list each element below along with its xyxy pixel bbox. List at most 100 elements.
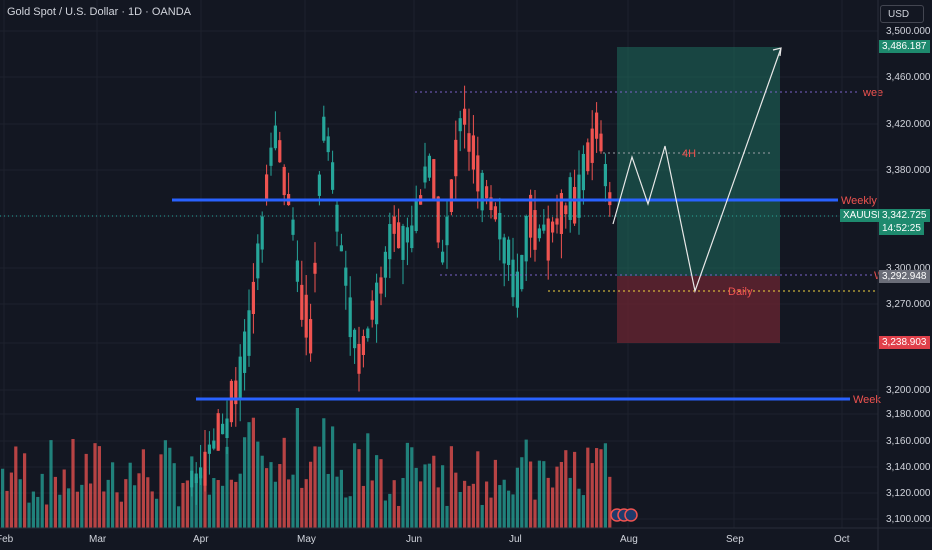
projection-arrowhead xyxy=(772,47,782,57)
volume-bar xyxy=(533,499,537,528)
candle-body xyxy=(282,166,286,196)
volume-bar xyxy=(23,453,27,528)
candle-body xyxy=(559,193,563,234)
volume-bar xyxy=(436,487,440,528)
volume-bar xyxy=(137,473,141,528)
candle-body xyxy=(498,212,502,240)
volume-bar xyxy=(234,481,238,528)
price-axis[interactable]: 3,500.000 3,460.000 3,420.000 3,380.000 3,34… xyxy=(877,0,931,550)
candle-body xyxy=(238,356,242,399)
volume-bar xyxy=(463,480,467,528)
candle-body xyxy=(476,155,480,192)
event-markers[interactable] xyxy=(610,508,638,522)
candle-body xyxy=(260,216,264,250)
candle-body xyxy=(194,473,198,484)
volume-bar xyxy=(313,446,317,528)
volume-bar xyxy=(480,504,484,528)
level-lines[interactable] xyxy=(0,47,878,401)
volume-bar xyxy=(573,451,577,528)
currency-button[interactable]: USD xyxy=(880,5,924,23)
candle-body xyxy=(357,343,361,374)
volume-bar xyxy=(564,450,568,528)
volume-bar xyxy=(282,437,286,528)
volume-bar xyxy=(243,437,247,528)
volume-bar xyxy=(551,487,555,528)
position-zones[interactable] xyxy=(617,47,780,343)
stop-price-tag: 3,238.903 xyxy=(879,336,930,349)
volume-bar xyxy=(454,472,458,528)
volume-bar xyxy=(36,496,40,528)
weekly-low-label: Week xyxy=(853,394,881,406)
candle-body xyxy=(454,139,458,177)
volume-bar xyxy=(225,446,229,528)
volume-bar xyxy=(177,506,181,528)
volume-bar xyxy=(599,449,603,528)
candle-body xyxy=(383,251,387,278)
candle-body xyxy=(529,194,533,238)
volume-bar xyxy=(537,460,541,528)
candle-body xyxy=(520,254,524,290)
candle-body xyxy=(533,210,537,250)
volume-bar xyxy=(520,457,524,528)
weekly-top-label: wee xyxy=(862,87,883,99)
candle-body xyxy=(322,116,326,141)
target-zone[interactable] xyxy=(617,47,780,276)
candle-body xyxy=(335,204,339,232)
volume-bar xyxy=(476,451,480,528)
daily-label: Daily xyxy=(728,286,753,298)
volume-bar xyxy=(471,483,475,528)
volume-bar xyxy=(603,443,607,528)
volume-bar xyxy=(221,485,225,528)
candle-body xyxy=(471,135,475,170)
volume-bar xyxy=(212,478,216,528)
time-tick-label: May xyxy=(297,534,316,545)
volume-bar xyxy=(507,490,511,528)
time-axis[interactable]: Feb Mar Apr May Jun Jul Aug Sep Oct xyxy=(0,527,932,545)
event-flag-icon[interactable] xyxy=(624,508,638,522)
volume-bar xyxy=(14,446,18,528)
volume-bar xyxy=(370,480,374,528)
candle-body xyxy=(463,108,467,125)
volume-bar xyxy=(287,479,291,528)
price-tick-label: 3,120.000 xyxy=(886,488,931,499)
candle-body xyxy=(388,224,392,260)
volume-bar xyxy=(295,408,299,528)
volume-bar xyxy=(586,447,590,528)
volume-bar xyxy=(58,494,62,528)
volume-bar xyxy=(515,467,519,528)
volume-bar xyxy=(53,476,57,528)
candle-body xyxy=(326,136,330,153)
volume-bar xyxy=(449,446,453,528)
candle-body xyxy=(564,205,568,215)
volume-bar xyxy=(181,482,185,528)
volume-bar xyxy=(414,467,418,528)
level-price-tag: 3,292.948 xyxy=(879,270,930,283)
price-tick-label: 3,180.000 xyxy=(886,409,931,420)
volume-bar xyxy=(577,488,581,528)
candle-body xyxy=(581,153,585,191)
candle-body xyxy=(511,259,515,298)
volume-bar xyxy=(97,446,101,528)
price-tick-label: 3,420.000 xyxy=(886,119,931,130)
candle-body xyxy=(410,225,414,249)
volume-bar xyxy=(375,455,379,528)
candle-body xyxy=(212,440,216,449)
volume-bar xyxy=(357,449,361,528)
candle-body xyxy=(234,380,238,405)
volume-bar xyxy=(31,491,35,528)
candle-body xyxy=(546,218,550,261)
candle-body xyxy=(251,281,255,314)
volume-bar xyxy=(405,442,409,528)
projection-path[interactable] xyxy=(612,47,782,294)
volume-bar xyxy=(555,466,559,528)
volume-bar xyxy=(524,439,528,528)
candle-body xyxy=(555,218,559,225)
candle-body xyxy=(449,179,453,213)
volume-bar xyxy=(124,479,128,528)
stop-zone[interactable] xyxy=(617,276,780,343)
volume-bar xyxy=(93,443,97,528)
time-tick-label: Jul xyxy=(509,534,522,545)
candle-body xyxy=(441,251,445,263)
candle-body xyxy=(458,118,462,132)
